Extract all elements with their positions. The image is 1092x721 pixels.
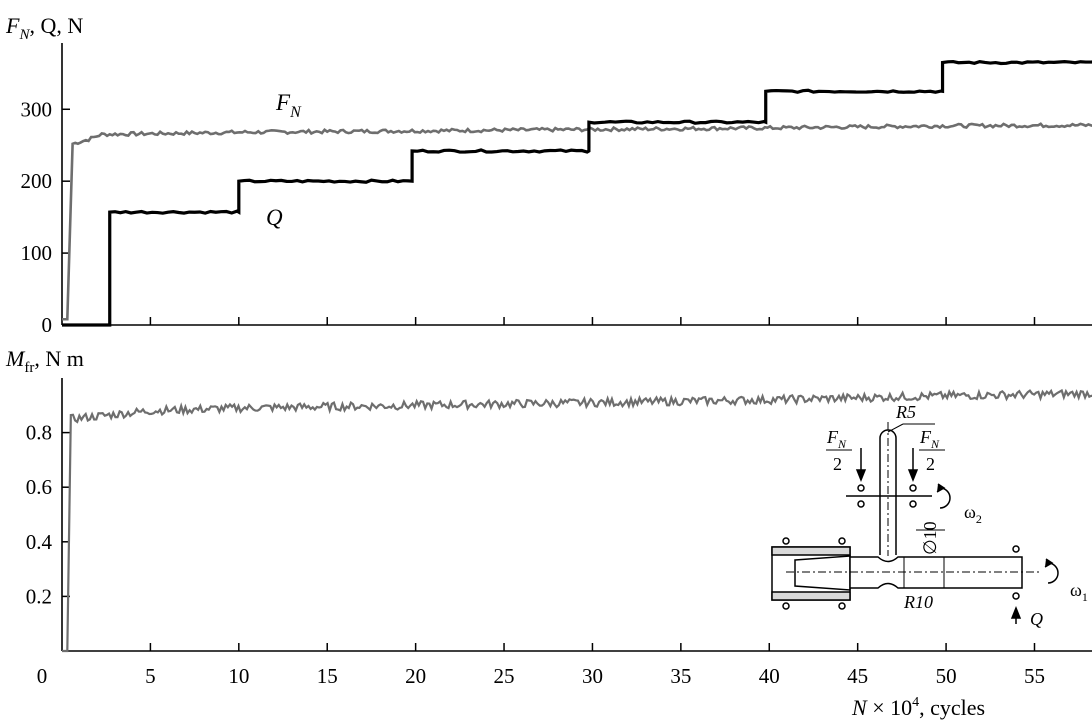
- chuck-hatching: [771, 546, 851, 601]
- rotation-arrow-omega1-head: [1044, 558, 1054, 568]
- r10-label-text: R10: [903, 592, 933, 612]
- fn-right-den: 2: [926, 454, 935, 474]
- top-y-tick-label: 0: [42, 313, 53, 337]
- r10-label: R10: [903, 592, 933, 612]
- q-schematic-label: Q: [1030, 609, 1043, 629]
- bottom-x-tick-label: 25: [494, 664, 515, 688]
- bottom-x-tick-label: 0: [37, 664, 48, 688]
- end-roller-top: [1012, 545, 1020, 553]
- bottom-x-tick-label: 30: [582, 664, 603, 688]
- q-force-arrow-head: [1010, 605, 1022, 619]
- series-fn-label-sub: N: [289, 104, 302, 121]
- top-y-tick-label: 100: [21, 241, 53, 265]
- chuck-roller-3: [782, 602, 790, 610]
- force-arrow-left-head: [855, 469, 867, 483]
- chuck-roller-1: [782, 537, 790, 545]
- bottom-y-tick-label: 0.6: [26, 475, 52, 499]
- top-y-axis-title: FN, Q, N: [5, 13, 83, 43]
- omega2-label: ω2: [964, 502, 982, 526]
- bottom-y-axis-title-sub: fr: [24, 360, 34, 376]
- fn-right-num-main: F: [919, 427, 932, 447]
- top-y-ticks: 0 100 200 300: [21, 97, 70, 337]
- bottom-x-tick-label: 20: [405, 664, 426, 688]
- series-fn-label: FN: [275, 90, 302, 121]
- bottom-panel: Mfr, N m 0.20.40.60.8 0 5 10 15 20 25 30 35 40 45…: [5, 346, 1092, 720]
- series-fn-line: [62, 122, 1092, 321]
- fn-right-num: FN: [919, 427, 940, 451]
- series-q-line: [62, 59, 1092, 327]
- omega1-label-main: ω: [1070, 580, 1082, 600]
- chuck-roller-4: [838, 602, 846, 610]
- bottom-x-axis-title: N × 104, cycles: [851, 695, 985, 720]
- bottom-x-tick-label: 50: [936, 664, 957, 688]
- bottom-y-ticks: 0.2 0.4 0.6 0.8: [26, 421, 70, 608]
- fn-left-num: FN: [826, 427, 847, 451]
- bottom-x-tick-label: 55: [1024, 664, 1045, 688]
- top-y-tick-label: 200: [21, 169, 53, 193]
- fn-left-num-sub: N: [837, 437, 847, 451]
- support-roller-right-lower: [909, 500, 917, 508]
- top-y-tick-label: 300: [21, 97, 53, 121]
- test-rig-schematic: [771, 422, 1059, 624]
- bottom-x-tick-label: 45: [847, 664, 868, 688]
- rotation-arrow-omega1: [1047, 562, 1059, 584]
- schematic-labels: FN 2 FN 2 R5 ∅10 R10 ω2 ω1 Q: [826, 402, 1088, 629]
- bottom-x-tick-label: 40: [759, 664, 780, 688]
- bottom-x-axis-title-post: , cycles: [919, 695, 985, 720]
- fn-left-num-main: F: [826, 427, 839, 447]
- rotation-arrow-omega2: [939, 487, 951, 509]
- omega2-label-main: ω: [964, 502, 976, 522]
- bottom-x-tick-label: 5: [145, 664, 156, 688]
- rotation-arrow-omega2-head: [936, 483, 946, 493]
- bottom-x-axis-title-sup: 4: [912, 695, 919, 710]
- r5-leader: [887, 423, 904, 433]
- bottom-y-axis-title: Mfr, N m: [5, 346, 84, 376]
- top-y-axis-title-sub: N: [18, 27, 30, 43]
- bottom-y-tick-label: 0.8: [26, 421, 52, 445]
- bottom-x-axis-title-pre: N: [851, 695, 868, 720]
- bottom-x-tick-label: 15: [317, 664, 338, 688]
- top-x-ticks: [149, 317, 1036, 325]
- bottom-x-tick-label: 10: [228, 664, 249, 688]
- end-roller-bottom: [1012, 592, 1020, 600]
- bottom-y-tick-label: 0.2: [26, 584, 52, 608]
- chuck-cone: [794, 555, 851, 591]
- series-fn-label-main: F: [275, 90, 291, 115]
- bottom-x-axis-title-mid: × 10: [867, 695, 912, 720]
- support-roller-left: [857, 484, 865, 492]
- omega1-label: ω1: [1070, 580, 1088, 604]
- force-arrow-right-head: [907, 469, 919, 483]
- series-q-label: Q: [266, 205, 283, 230]
- top-y-axis-title-main: F: [5, 13, 20, 38]
- fn-right-num-sub: N: [930, 437, 940, 451]
- series-mfr-line: [62, 388, 1092, 653]
- bottom-y-axis-title-rest: , N m: [34, 346, 84, 371]
- bottom-x-ticks: 0 5 10 15 20 25 30 35 40 45 50 55: [37, 643, 1045, 688]
- chuck-roller-2: [838, 537, 846, 545]
- omega2-label-sub: 2: [976, 512, 982, 526]
- r5-label: R5: [895, 402, 916, 422]
- bottom-y-tick-label: 0.4: [26, 530, 53, 554]
- bottom-y-axis-title-main: M: [5, 346, 26, 371]
- top-y-axis-title-rest: , Q, N: [29, 13, 83, 38]
- support-roller-right: [909, 484, 917, 492]
- omega1-label-sub: 1: [1082, 590, 1088, 604]
- bottom-x-tick-label: 35: [670, 664, 691, 688]
- diameter-label: ∅10: [920, 521, 940, 555]
- support-roller-left-lower: [857, 500, 865, 508]
- fn-left-den: 2: [833, 454, 842, 474]
